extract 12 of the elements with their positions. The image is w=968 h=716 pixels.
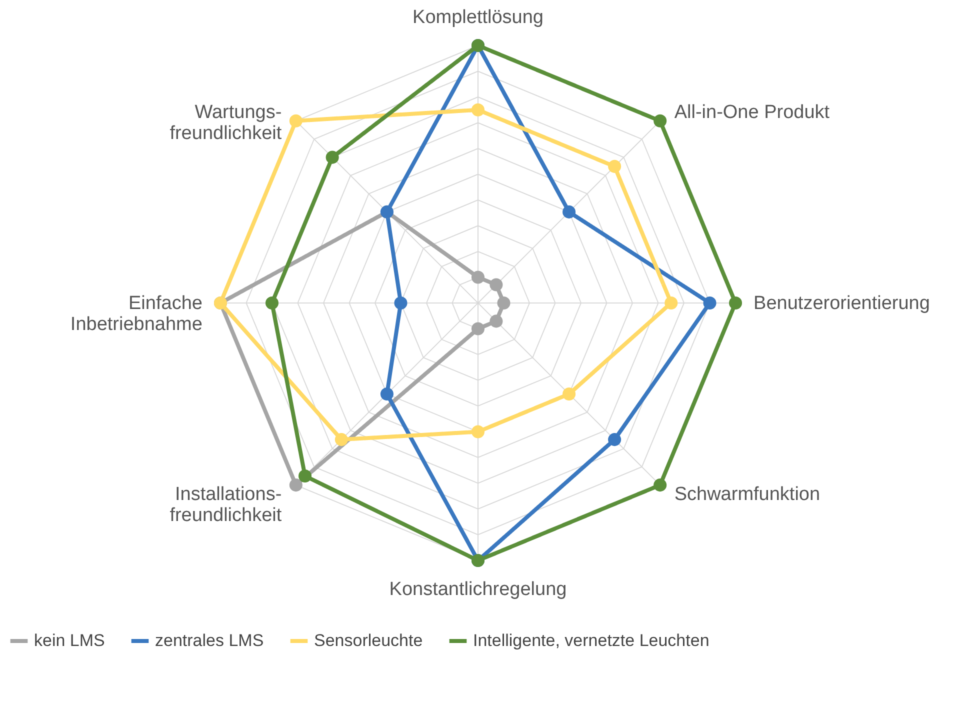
spoke-label: Benutzerorientierung (754, 292, 930, 314)
spoke-label: Schwarmfunktion (674, 484, 820, 506)
spoke-label: Installations- freundlichkeit (170, 484, 282, 526)
spoke-label: Wartungs- freundlichkeit (170, 102, 282, 144)
spoke-label: Komplettlösung (412, 7, 544, 28)
legend-label: zentrales LMS (155, 631, 264, 650)
spoke-label: Einfache Inbetriebnahme (70, 292, 202, 335)
spoke-label: All-in-One Produkt (674, 102, 830, 123)
spoke-label: Konstantlichregelung (389, 578, 567, 600)
legend-label: Sensorleuchte (314, 631, 423, 650)
legend-label: Intelligente, vernetzte Leuchten (473, 631, 710, 650)
legend-label: kein LMS (34, 631, 105, 650)
